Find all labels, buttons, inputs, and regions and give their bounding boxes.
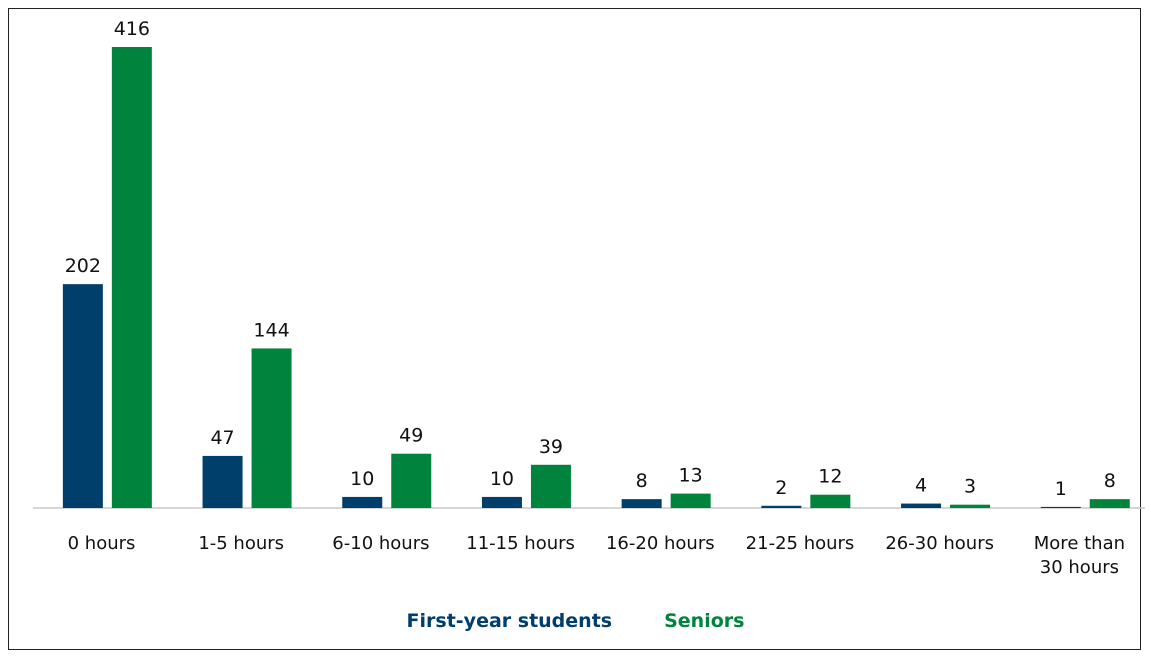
data-label: 202 (65, 255, 101, 277)
x-tick-label: 0 hours (67, 533, 136, 554)
x-tick-label: More than 30 hours (1033, 533, 1126, 578)
data-label: 12 (818, 466, 842, 488)
data-label: 47 (210, 427, 234, 449)
bar (530, 464, 571, 508)
bar (901, 503, 942, 508)
bar (481, 496, 522, 508)
bar (62, 284, 103, 508)
data-label: 10 (490, 468, 514, 490)
x-tick-label: 26-30 hours (885, 533, 994, 554)
x-tick-label: 21-25 hours (745, 533, 855, 554)
data-label: 13 (679, 465, 703, 487)
data-label: 2 (775, 477, 787, 499)
x-tick-label: 6-10 hours (332, 533, 430, 554)
bar (621, 499, 662, 508)
bar (761, 505, 802, 508)
data-label: 8 (636, 470, 648, 492)
bar (810, 494, 851, 508)
data-label: 49 (399, 425, 423, 447)
bar (391, 453, 432, 508)
data-label: 39 (539, 436, 563, 458)
legend: First-year students Seniors (0, 610, 1151, 632)
bar (111, 47, 152, 508)
legend-entry: Seniors (664, 610, 745, 632)
bar (1040, 506, 1081, 508)
bar (251, 348, 292, 508)
legend-entry: First-year students (406, 610, 613, 632)
x-tick-label: 1-5 hours (198, 533, 285, 554)
data-label: 3 (964, 476, 976, 498)
bar (1089, 499, 1130, 508)
bar (202, 455, 243, 508)
x-tick-label: 16-20 hours (605, 533, 715, 554)
data-label: 10 (350, 468, 374, 490)
data-label: 144 (253, 319, 289, 341)
bar (342, 496, 383, 508)
data-label: 8 (1104, 470, 1116, 492)
data-label: 1 (1055, 478, 1067, 500)
bar (670, 493, 711, 508)
data-label: 416 (114, 18, 150, 40)
x-tick-label: 11-15 hours (466, 533, 575, 554)
bar (950, 504, 991, 508)
data-label: 4 (915, 475, 927, 497)
chart-frame (8, 8, 1141, 650)
